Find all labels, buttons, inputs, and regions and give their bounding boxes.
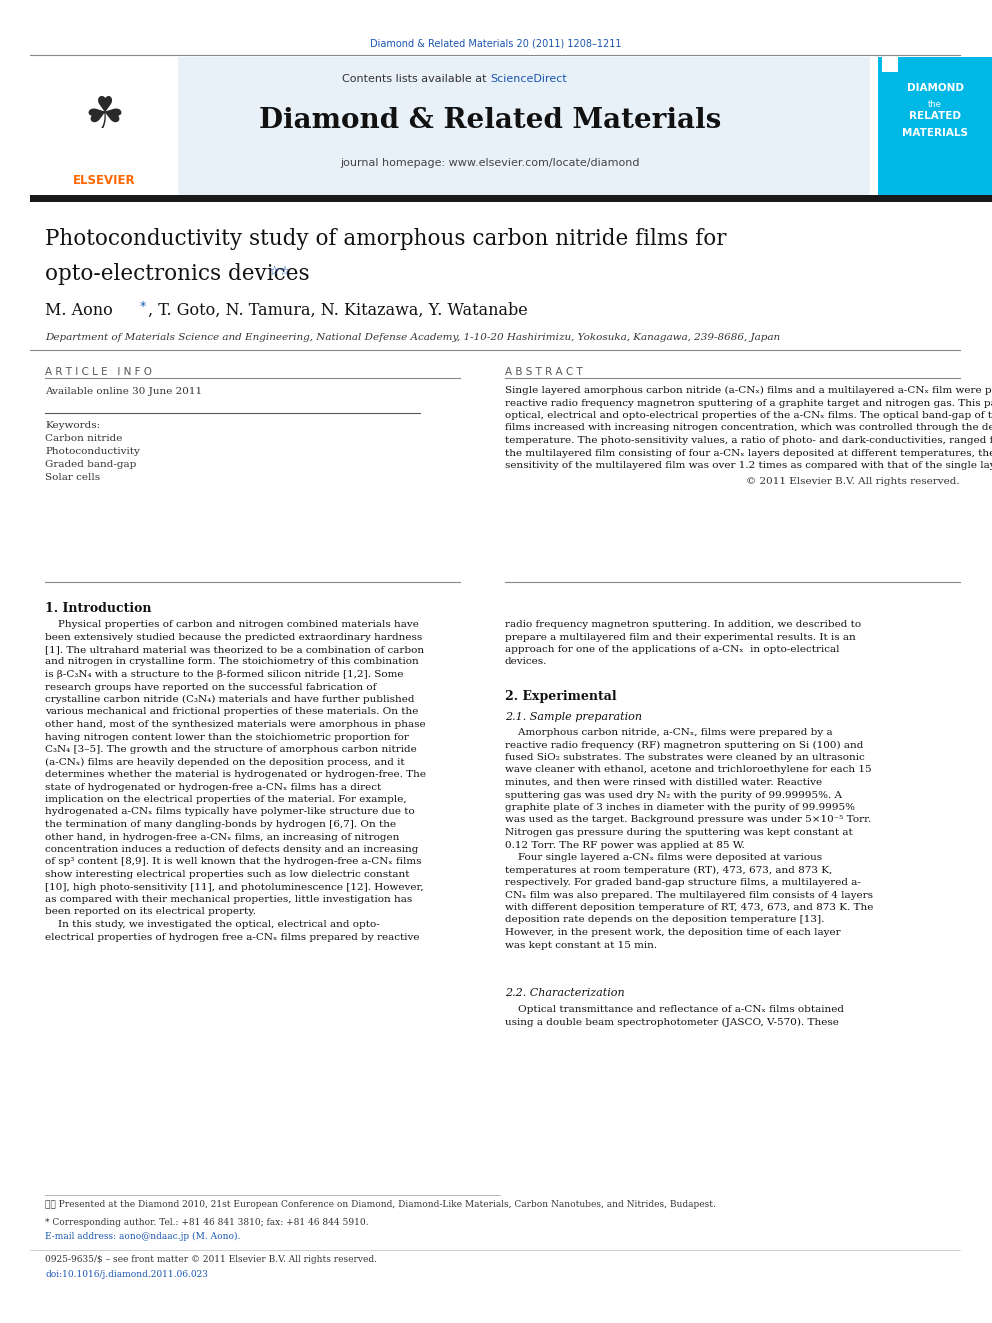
Text: deposition rate depends on the deposition temperature [13].: deposition rate depends on the depositio… [505, 916, 824, 925]
Text: hydrogenated a-CNₓ films typically have polymer-like structure due to: hydrogenated a-CNₓ films typically have … [45, 807, 415, 816]
Text: Diamond & Related Materials: Diamond & Related Materials [259, 107, 721, 134]
Text: temperatures at room temperature (RT), 473, 673, and 873 K,: temperatures at room temperature (RT), 4… [505, 865, 832, 875]
Text: optical, electrical and opto-electrical properties of the a-CNₓ films. The optic: optical, electrical and opto-electrical … [505, 411, 992, 419]
Text: However, in the present work, the deposition time of each layer: However, in the present work, the deposi… [505, 927, 840, 937]
Text: reactive radio frequency magnetron sputtering of a graphite target and nitrogen : reactive radio frequency magnetron sputt… [505, 398, 992, 407]
Text: Keywords:: Keywords: [45, 421, 100, 430]
Text: electrical properties of hydrogen free a-CNₓ films prepared by reactive: electrical properties of hydrogen free a… [45, 933, 420, 942]
Text: been reported on its electrical property.: been reported on its electrical property… [45, 908, 256, 917]
Text: Amorphous carbon nitride, a-CNₓ, films were prepared by a: Amorphous carbon nitride, a-CNₓ, films w… [505, 728, 832, 737]
Text: using a double beam spectrophotometer (JASCO, V-570). These: using a double beam spectrophotometer (J… [505, 1017, 839, 1027]
Text: E-mail address: aono@ndaac.jp (M. Aono).: E-mail address: aono@ndaac.jp (M. Aono). [45, 1232, 240, 1241]
Text: Physical properties of carbon and nitrogen combined materials have: Physical properties of carbon and nitrog… [45, 620, 419, 628]
Text: Solar cells: Solar cells [45, 474, 100, 482]
Text: was used as the target. Background pressure was under 5×10⁻⁵ Torr.: was used as the target. Background press… [505, 815, 871, 824]
Text: journal homepage: www.elsevier.com/locate/diamond: journal homepage: www.elsevier.com/locat… [340, 157, 640, 168]
FancyBboxPatch shape [30, 194, 992, 202]
Text: prepare a multilayered film and their experimental results. It is an: prepare a multilayered film and their ex… [505, 632, 856, 642]
Text: ELSEVIER: ELSEVIER [72, 173, 135, 187]
Text: , T. Goto, N. Tamura, N. Kitazawa, Y. Watanabe: , T. Goto, N. Tamura, N. Kitazawa, Y. Wa… [148, 302, 528, 319]
Text: Photoconductivity study of amorphous carbon nitride films for: Photoconductivity study of amorphous car… [45, 228, 726, 250]
Text: M. Aono: M. Aono [45, 302, 113, 319]
Text: [1]. The ultrahard material was theorized to be a combination of carbon: [1]. The ultrahard material was theorize… [45, 646, 425, 654]
Text: DIAMOND: DIAMOND [907, 83, 963, 93]
Text: determines whether the material is hydrogenated or hydrogen-free. The: determines whether the material is hydro… [45, 770, 426, 779]
Text: doi:10.1016/j.diamond.2011.06.023: doi:10.1016/j.diamond.2011.06.023 [45, 1270, 208, 1279]
Text: other hand, in hydrogen-free a-CNₓ films, an increasing of nitrogen: other hand, in hydrogen-free a-CNₓ films… [45, 832, 400, 841]
Text: Department of Materials Science and Engineering, National Defense Academy, 1-10-: Department of Materials Science and Engi… [45, 333, 780, 343]
Text: state of hydrogenated or hydrogen-free a-CNₓ films has a direct: state of hydrogenated or hydrogen-free a… [45, 782, 381, 791]
Text: 2.1. Sample preparation: 2.1. Sample preparation [505, 712, 642, 722]
Text: is β-C₃N₄ with a structure to the β-formed silicon nitride [1,2]. Some: is β-C₃N₄ with a structure to the β-form… [45, 669, 404, 679]
Text: reactive radio frequency (RF) magnetron sputtering on Si (100) and: reactive radio frequency (RF) magnetron … [505, 741, 863, 750]
FancyBboxPatch shape [30, 57, 178, 194]
Text: graphite plate of 3 inches in diameter with the purity of 99.9995%: graphite plate of 3 inches in diameter w… [505, 803, 855, 812]
Text: ☘: ☘ [84, 94, 124, 136]
Text: Optical transmittance and reflectance of a-CNₓ films obtained: Optical transmittance and reflectance of… [505, 1005, 844, 1013]
Text: Diamond & Related Materials 20 (2011) 1208–1211: Diamond & Related Materials 20 (2011) 12… [370, 38, 622, 48]
Text: implication on the electrical properties of the material. For example,: implication on the electrical properties… [45, 795, 407, 804]
Text: [10], high photo-sensitivity [11], and photoluminescence [12]. However,: [10], high photo-sensitivity [11], and p… [45, 882, 424, 892]
Text: the multilayered film consisting of four a-CNₓ layers deposited at different tem: the multilayered film consisting of four… [505, 448, 992, 458]
Text: the termination of many dangling-bonds by hydrogen [6,7]. On the: the termination of many dangling-bonds b… [45, 820, 396, 830]
Text: films increased with increasing nitrogen concentration, which was controlled thr: films increased with increasing nitrogen… [505, 423, 992, 433]
Text: wave cleaner with ethanol, acetone and trichloroethylene for each 15: wave cleaner with ethanol, acetone and t… [505, 766, 872, 774]
Text: concentration induces a reduction of defects density and an increasing: concentration induces a reduction of def… [45, 845, 419, 855]
Text: sensitivity of the multilayered film was over 1.2 times as compared with that of: sensitivity of the multilayered film was… [505, 460, 992, 470]
Text: fused SiO₂ substrates. The substrates were cleaned by an ultrasonic: fused SiO₂ substrates. The substrates we… [505, 753, 865, 762]
Text: 0.12 Torr. The RF power was applied at 85 W.: 0.12 Torr. The RF power was applied at 8… [505, 840, 745, 849]
Text: 1. Introduction: 1. Introduction [45, 602, 152, 615]
Text: radio frequency magnetron sputtering. In addition, we described to: radio frequency magnetron sputtering. In… [505, 620, 861, 628]
Text: (a-CNₓ) films are heavily depended on the deposition process, and it: (a-CNₓ) films are heavily depended on th… [45, 758, 405, 766]
Text: temperature. The photo-sensitivity values, a ratio of photo- and dark-conductivi: temperature. The photo-sensitivity value… [505, 437, 992, 445]
Text: research groups have reported on the successful fabrication of: research groups have reported on the suc… [45, 683, 376, 692]
Text: 2.2. Characterization: 2.2. Characterization [505, 988, 625, 998]
Text: having nitrogen content lower than the stoichiometric proportion for: having nitrogen content lower than the s… [45, 733, 409, 741]
Text: Nitrogen gas pressure during the sputtering was kept constant at: Nitrogen gas pressure during the sputter… [505, 828, 853, 837]
Text: various mechanical and frictional properties of these materials. On the: various mechanical and frictional proper… [45, 708, 419, 717]
Text: Photoconductivity: Photoconductivity [45, 447, 140, 456]
Text: the: the [929, 101, 942, 108]
Text: C₃N₄ [3–5]. The growth and the structure of amorphous carbon nitride: C₃N₄ [3–5]. The growth and the structure… [45, 745, 417, 754]
FancyBboxPatch shape [30, 57, 870, 194]
Text: A R T I C L E   I N F O: A R T I C L E I N F O [45, 366, 152, 377]
FancyBboxPatch shape [878, 57, 992, 194]
Text: 0925-9635/$ – see front matter © 2011 Elsevier B.V. All rights reserved.: 0925-9635/$ – see front matter © 2011 El… [45, 1256, 377, 1263]
Text: and nitrogen in crystalline form. The stoichiometry of this combination: and nitrogen in crystalline form. The st… [45, 658, 419, 667]
Text: Carbon nitride: Carbon nitride [45, 434, 122, 443]
Text: respectively. For graded band-gap structure films, a multilayered a-: respectively. For graded band-gap struct… [505, 878, 861, 886]
Text: ScienceDirect: ScienceDirect [490, 74, 566, 83]
Text: Graded band-gap: Graded band-gap [45, 460, 136, 468]
Text: * Corresponding author. Tel.: +81 46 841 3810; fax: +81 46 844 5910.: * Corresponding author. Tel.: +81 46 841… [45, 1218, 368, 1226]
Text: CNₓ film was also prepared. The multilayered film consists of 4 layers: CNₓ film was also prepared. The multilay… [505, 890, 873, 900]
FancyBboxPatch shape [882, 57, 898, 71]
Text: Four single layered a-CNₓ films were deposited at various: Four single layered a-CNₓ films were dep… [505, 853, 822, 863]
Text: 2. Experimental: 2. Experimental [505, 691, 617, 703]
Text: Single layered amorphous carbon nitride (a-CNₓ) films and a multilayered a-CNₓ f: Single layered amorphous carbon nitride … [505, 386, 992, 396]
Text: other hand, most of the synthesized materials were amorphous in phase: other hand, most of the synthesized mate… [45, 720, 426, 729]
Text: In this study, we investigated the optical, electrical and opto-: In this study, we investigated the optic… [45, 919, 380, 929]
Text: devices.: devices. [505, 658, 548, 667]
Text: Contents lists available at: Contents lists available at [342, 74, 490, 83]
Text: RELATED: RELATED [909, 111, 961, 120]
Text: © 2011 Elsevier B.V. All rights reserved.: © 2011 Elsevier B.V. All rights reserved… [746, 476, 960, 486]
Text: was kept constant at 15 min.: was kept constant at 15 min. [505, 941, 657, 950]
Text: with different deposition temperature of RT, 473, 673, and 873 K. The: with different deposition temperature of… [505, 904, 873, 912]
Text: *: * [140, 300, 146, 314]
Text: of sp³ content [8,9]. It is well known that the hydrogen-free a-CNₓ films: of sp³ content [8,9]. It is well known t… [45, 857, 422, 867]
Text: approach for one of the applications of a-CNₓ  in opto-electrical: approach for one of the applications of … [505, 646, 839, 654]
Text: MATERIALS: MATERIALS [902, 128, 968, 138]
Text: opto-electronics devices: opto-electronics devices [45, 263, 310, 284]
Text: as compared with their mechanical properties, little investigation has: as compared with their mechanical proper… [45, 894, 413, 904]
Text: Available online 30 June 2011: Available online 30 June 2011 [45, 388, 202, 396]
Text: crystalline carbon nitride (C₃N₄) materials and have further published: crystalline carbon nitride (C₃N₄) materi… [45, 695, 415, 704]
Text: been extensively studied because the predicted extraordinary hardness: been extensively studied because the pre… [45, 632, 423, 642]
Text: show interesting electrical properties such as low dielectric constant: show interesting electrical properties s… [45, 871, 410, 878]
Text: minutes, and then were rinsed with distilled water. Reactive: minutes, and then were rinsed with disti… [505, 778, 822, 787]
Text: ☆☆: ☆☆ [268, 265, 291, 278]
Text: A B S T R A C T: A B S T R A C T [505, 366, 582, 377]
Text: sputtering gas was used dry N₂ with the purity of 99.99995%. A: sputtering gas was used dry N₂ with the … [505, 791, 842, 799]
Text: ☆☆ Presented at the Diamond 2010, 21st European Conference on Diamond, Diamond-L: ☆☆ Presented at the Diamond 2010, 21st E… [45, 1200, 716, 1209]
